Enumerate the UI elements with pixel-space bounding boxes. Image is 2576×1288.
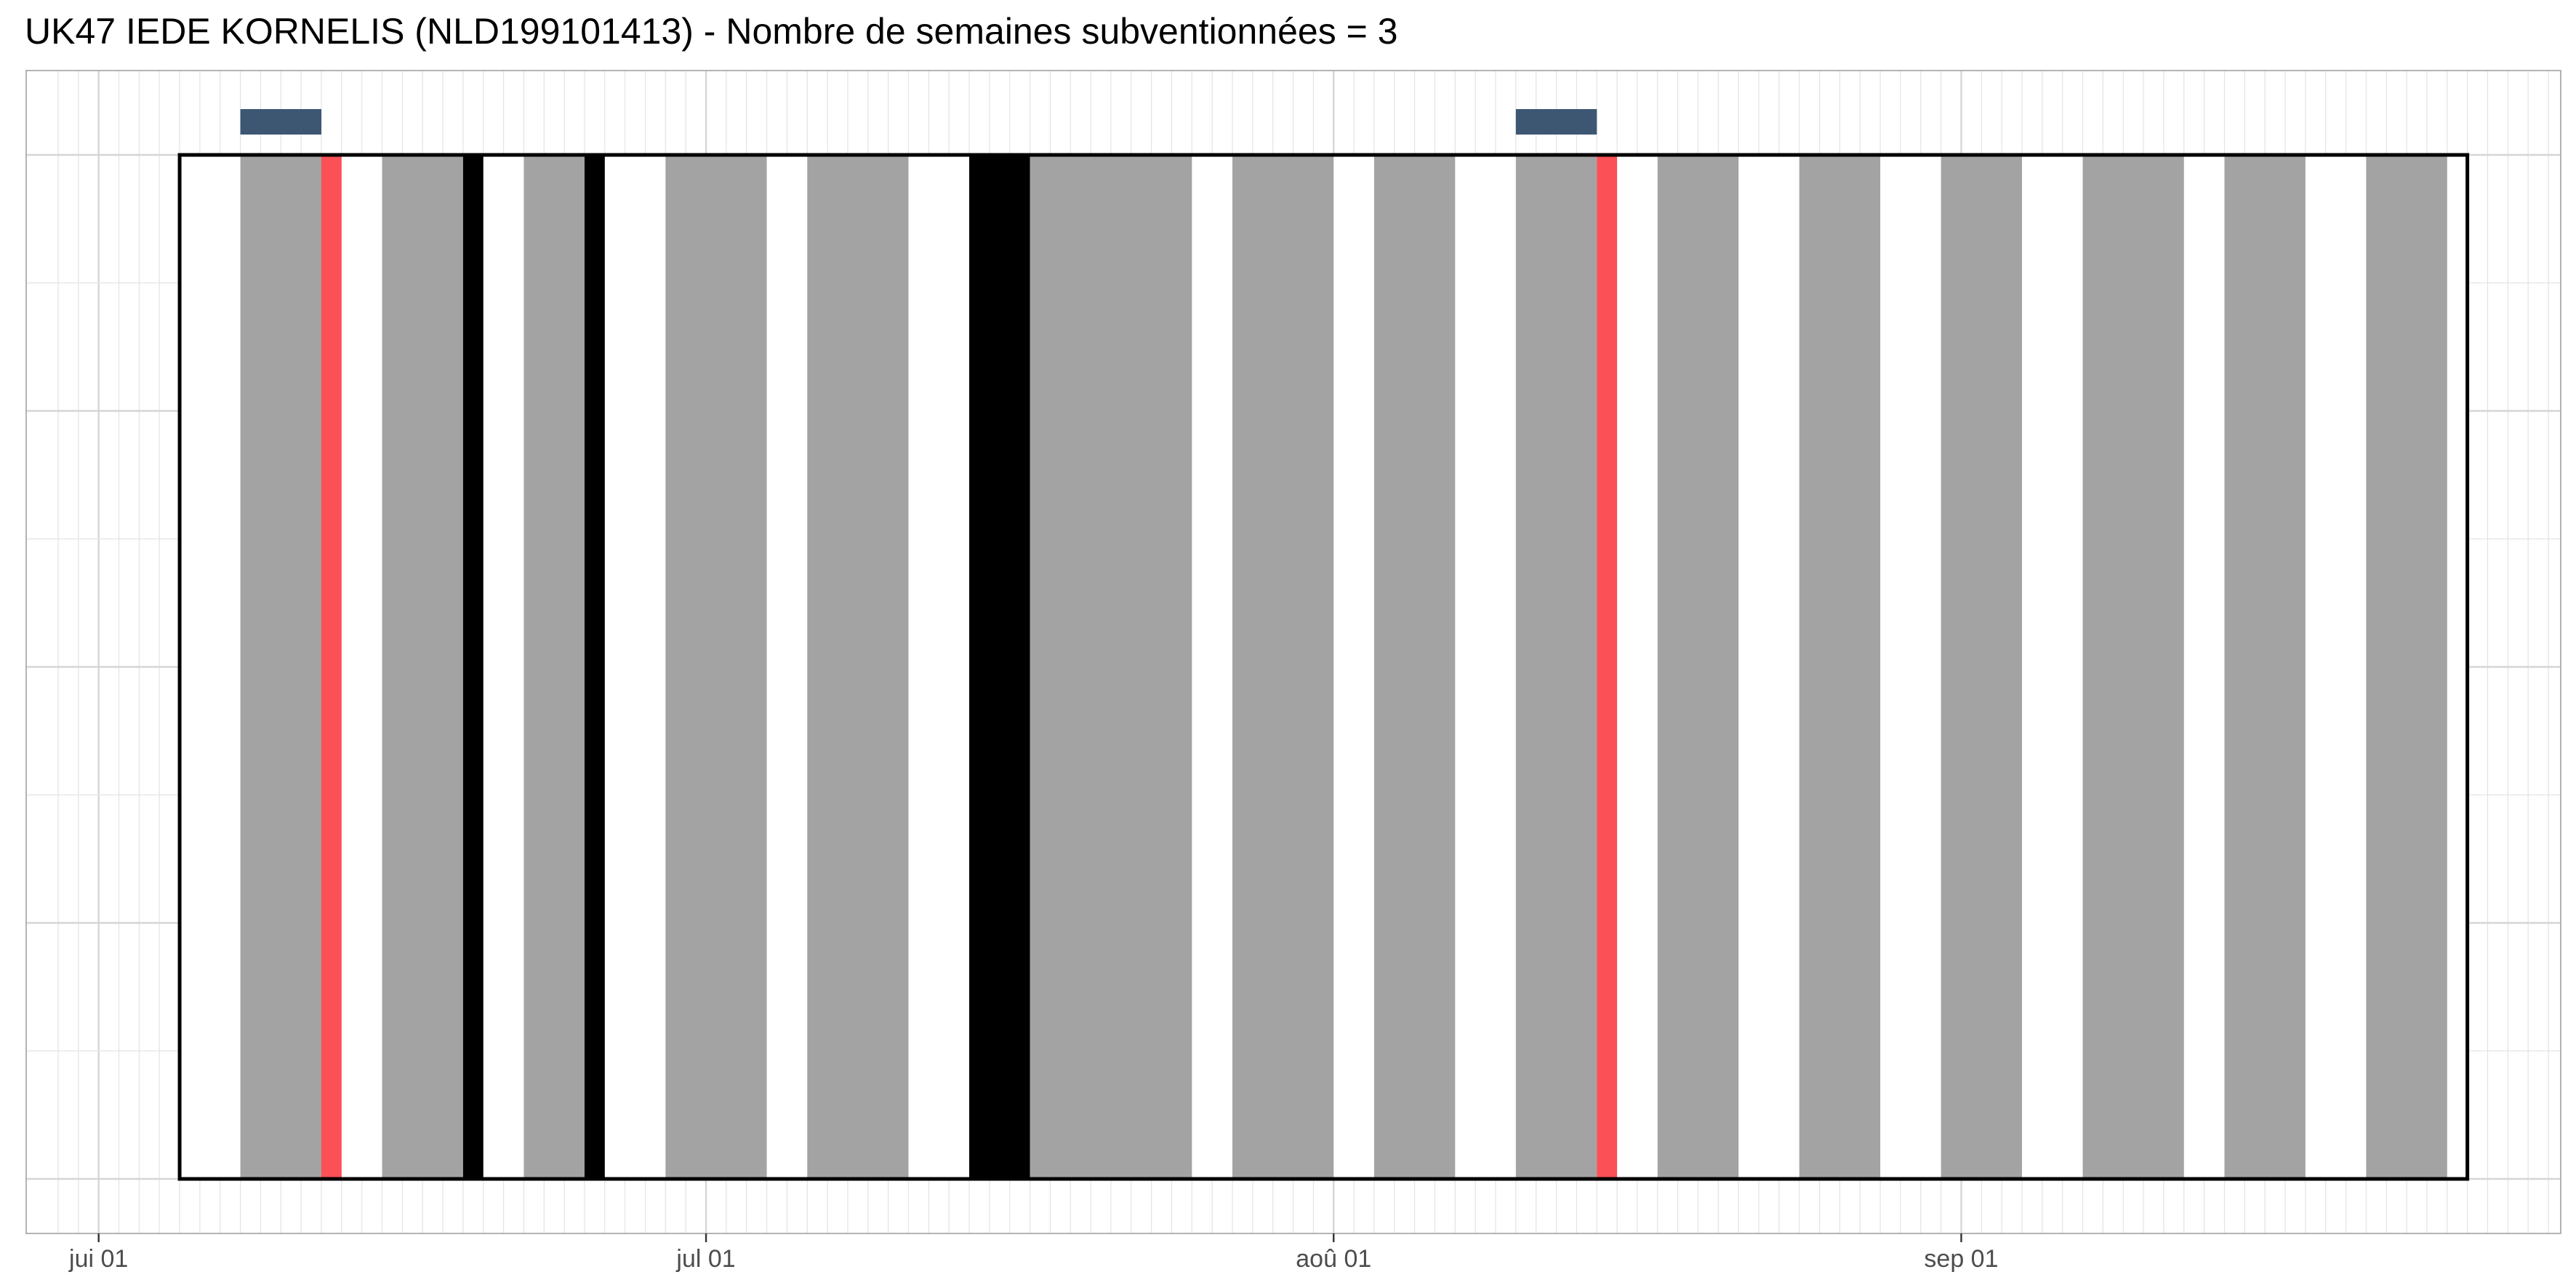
gray-period-bar (1799, 155, 1881, 1179)
gray-period-bar (1232, 155, 1334, 1179)
marks (177, 109, 2470, 1181)
gray-period-bar (807, 155, 909, 1179)
gray-period-bar (240, 155, 321, 1179)
x-tick-label: aoû 01 (1296, 1245, 1371, 1273)
gray-period-bar (1373, 155, 1456, 1179)
gray-period-bar (1515, 155, 1597, 1179)
gray-period-bar (1941, 155, 2023, 1179)
subsidy-week-marker (240, 109, 321, 135)
black-period-bar (969, 155, 1030, 1179)
panel-border (25, 70, 2561, 1234)
gray-period-bar (1030, 155, 1192, 1179)
gray-period-bar (1657, 155, 1739, 1179)
x-tick-label: sep 01 (1924, 1245, 1998, 1273)
chart-title: UK47 IEDE KORNELIS (NLD199101413) - Nomb… (25, 11, 1398, 52)
black-period-bar (462, 155, 483, 1179)
x-tick-label: jui 01 (68, 1245, 128, 1273)
timeline-frame (177, 153, 2470, 1181)
x-axis: jui 01 jul 01 aoû 01 sep 01 (25, 70, 2561, 1273)
gray-period-bar (2224, 155, 2306, 1179)
gray-period-bar (2082, 155, 2184, 1179)
gray-period-bar (523, 155, 585, 1179)
gray-period-bar (382, 155, 463, 1179)
gray-period-bar (2366, 155, 2447, 1179)
red-period-bar (1597, 155, 1618, 1179)
black-period-bar (584, 155, 605, 1179)
subsidy-week-marker (1515, 109, 1597, 135)
red-period-bar (321, 155, 342, 1179)
x-tick-label: jul 01 (675, 1245, 735, 1273)
gray-period-bar (665, 155, 767, 1179)
